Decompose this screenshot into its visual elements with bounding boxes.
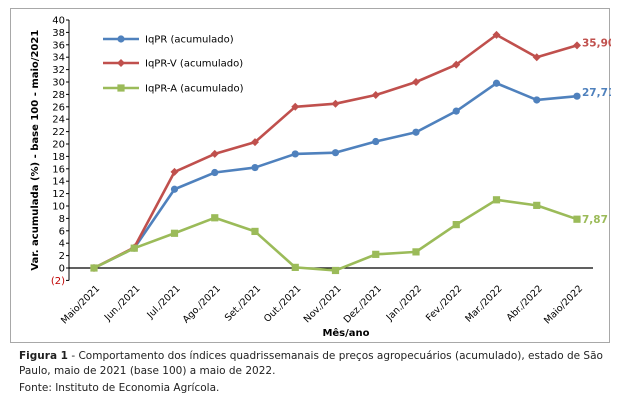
x-tick-label: Out./2021 [262,283,303,324]
data-point [371,91,380,100]
data-point [210,149,219,158]
legend-label: IqPR-A (acumulado) [145,84,244,95]
figure-label: Figura 1 [19,350,68,362]
data-point [372,137,380,146]
data-point [492,79,501,87]
data-point [170,185,179,193]
data-point [291,263,299,271]
y-tick-label: 6 [59,226,65,237]
x-tick-label: Abr./2022 [505,283,545,323]
series-line [93,198,578,272]
x-tick-label: Set./2021 [223,283,263,323]
y-tick-label: 26 [52,102,65,113]
y-tick-label: 36 [52,40,65,51]
legend-marker [117,84,125,92]
y-tick-label-negative: (2) [51,276,65,287]
y-tick-label: 28 [52,90,65,101]
y-tick-label: 4 [59,239,65,250]
x-tick-label: Dez./2021 [342,283,384,325]
data-point [211,214,219,222]
y-tick-label: 40 [52,16,65,27]
data-point [170,229,179,237]
data-point [130,244,138,252]
x-tick-label: Maio/2021 [59,283,102,326]
data-point [412,78,420,86]
y-tick-label: 24 [52,115,65,126]
data-point [533,201,541,209]
y-axis-title: Var. acumulada (%) - base 100 - maio/202… [30,30,41,271]
legend-marker [117,35,125,43]
data-point [211,168,219,177]
y-tick-label: 18 [52,152,65,163]
data-point [452,60,461,69]
x-axis-title: Mês/ano [322,327,369,339]
data-point [573,41,581,50]
y-tick-label: 8 [59,214,65,225]
y-tick-label: 14 [52,177,65,188]
data-point [492,196,501,204]
figure-description: - Comportamento dos índices quadrisseman… [19,350,603,377]
data-point [251,227,259,236]
end-value-label: 27,71 [582,87,611,99]
data-point [331,99,340,108]
data-point [412,248,420,256]
data-point [170,167,179,176]
data-point [251,163,259,172]
data-point [90,264,98,272]
y-tick-label: 0 [59,264,65,275]
x-tick-label: Mar./2022 [463,283,504,324]
data-point [573,92,581,100]
data-point [331,266,340,275]
x-tick-label: Fev./2022 [424,283,464,323]
y-tick-label: 16 [52,164,65,175]
y-tick-label: 22 [52,127,65,138]
data-point [452,221,460,229]
legend-label: IqPR (acumulado) [145,35,234,46]
legend-label: IqPR-V (acumulado) [145,59,243,70]
data-point [412,128,420,136]
y-tick-label: 20 [52,140,65,151]
y-tick-label: 38 [52,28,65,39]
data-point [573,215,581,223]
data-point [372,250,380,258]
line-chart: 0246810121416182022242628303234363840(2)… [30,16,611,340]
y-tick-label: 2 [59,251,65,262]
data-point [331,149,340,157]
data-point [533,96,541,104]
x-tick-label: Nov./2021 [302,283,344,325]
y-tick-label: 32 [52,65,65,76]
x-tick-label: Jan./2022 [384,283,424,323]
legend-marker [117,59,125,67]
figure-source: Fonte: Instituto de Economia Agrícola. [19,382,220,394]
x-tick-label: Jun./2021 [102,283,142,323]
y-tick-label: 34 [52,53,65,64]
x-tick-label: Maio/2022 [542,283,585,326]
data-point [291,102,300,111]
y-tick-label: 12 [52,189,65,200]
data-point [251,138,259,147]
data-point [452,107,460,115]
figure-caption: Figura 1 - Comportamento dos índices qua… [19,349,609,379]
end-value-label: 35,90 [582,37,611,49]
series-line [93,81,578,270]
y-tick-label: 10 [52,202,65,213]
x-tick-label: Ago./2021 [181,283,223,325]
x-tick-label: Jul./2021 [145,283,183,321]
data-point [532,53,541,62]
chart-container: 0 2 4 6 8 10 12 14 16 18 20 22 24 26 28 30 32 34 36 38 40 (2)… [10,8,611,343]
end-value-label: 7,87 [582,214,608,226]
y-tick-label: 30 [52,78,65,89]
data-point [291,150,299,158]
